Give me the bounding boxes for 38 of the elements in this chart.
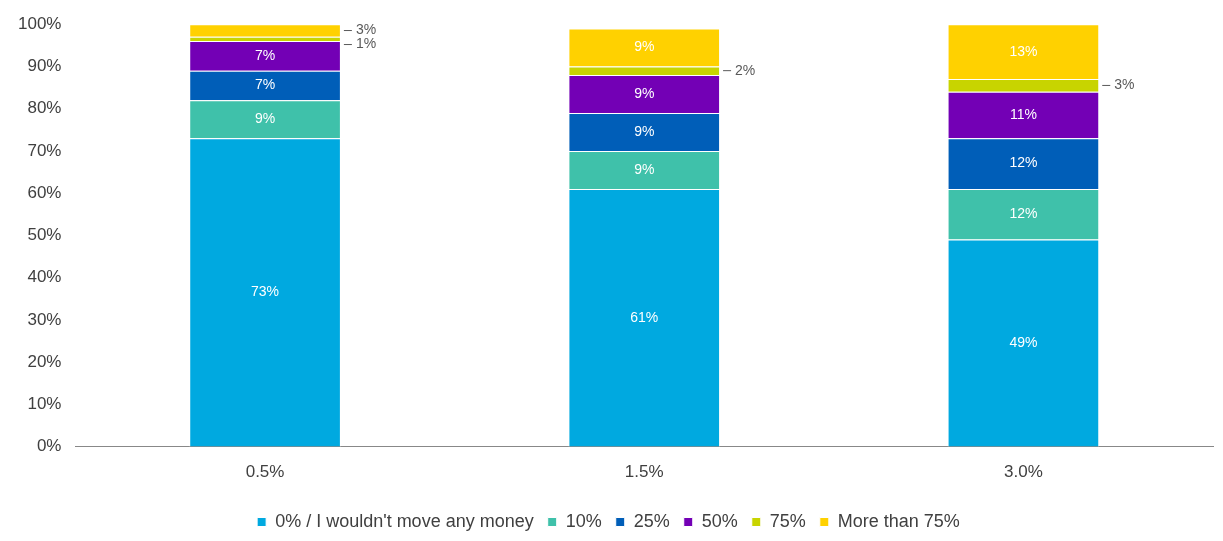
data-label: 7% xyxy=(254,46,276,63)
data-label: 12% xyxy=(1009,205,1038,222)
legend-label: 50% xyxy=(701,510,738,531)
x-tick-label: 1.5% xyxy=(624,462,664,482)
x-tick-label: 0.5% xyxy=(245,462,285,482)
data-label: 3% xyxy=(355,21,377,38)
legend-label: 0% / I wouldn't move any money xyxy=(275,510,534,531)
data-label: 3% xyxy=(1114,76,1135,93)
y-tick-label: 20% xyxy=(27,351,62,371)
data-label: 49% xyxy=(1009,333,1038,350)
y-tick-label: 70% xyxy=(27,140,62,160)
y-tick-label: 80% xyxy=(27,98,62,118)
data-label: 1% xyxy=(355,35,377,52)
legend-label: 25% xyxy=(633,510,670,531)
data-label: 61% xyxy=(630,308,659,325)
legend-label: 75% xyxy=(769,510,806,531)
data-label: 9% xyxy=(634,84,655,101)
y-tick-label: 90% xyxy=(27,56,62,76)
legend-label: More than 75% xyxy=(837,510,960,531)
y-tick-label: 60% xyxy=(27,182,62,202)
data-label: 9% xyxy=(634,122,655,139)
y-tick-label: 100% xyxy=(18,13,62,33)
data-label: 9% xyxy=(254,110,276,127)
x-tick-label: 3.0% xyxy=(1004,462,1043,482)
y-tick-label: 50% xyxy=(27,225,62,245)
data-label: 9% xyxy=(634,38,655,55)
y-tick-label: 10% xyxy=(27,394,62,414)
y-tick-label: 30% xyxy=(27,309,62,329)
data-label: 7% xyxy=(254,76,276,93)
y-tick-label: 0% xyxy=(36,436,62,456)
data-label: 9% xyxy=(634,160,655,177)
legend-label: 10% xyxy=(565,510,602,531)
data-label: 13% xyxy=(1009,42,1038,59)
data-label: 11% xyxy=(1009,105,1037,122)
y-tick-label: 40% xyxy=(27,267,62,287)
data-label: 12% xyxy=(1009,154,1038,171)
data-label: 2% xyxy=(735,61,756,78)
data-label: 73% xyxy=(251,283,280,300)
